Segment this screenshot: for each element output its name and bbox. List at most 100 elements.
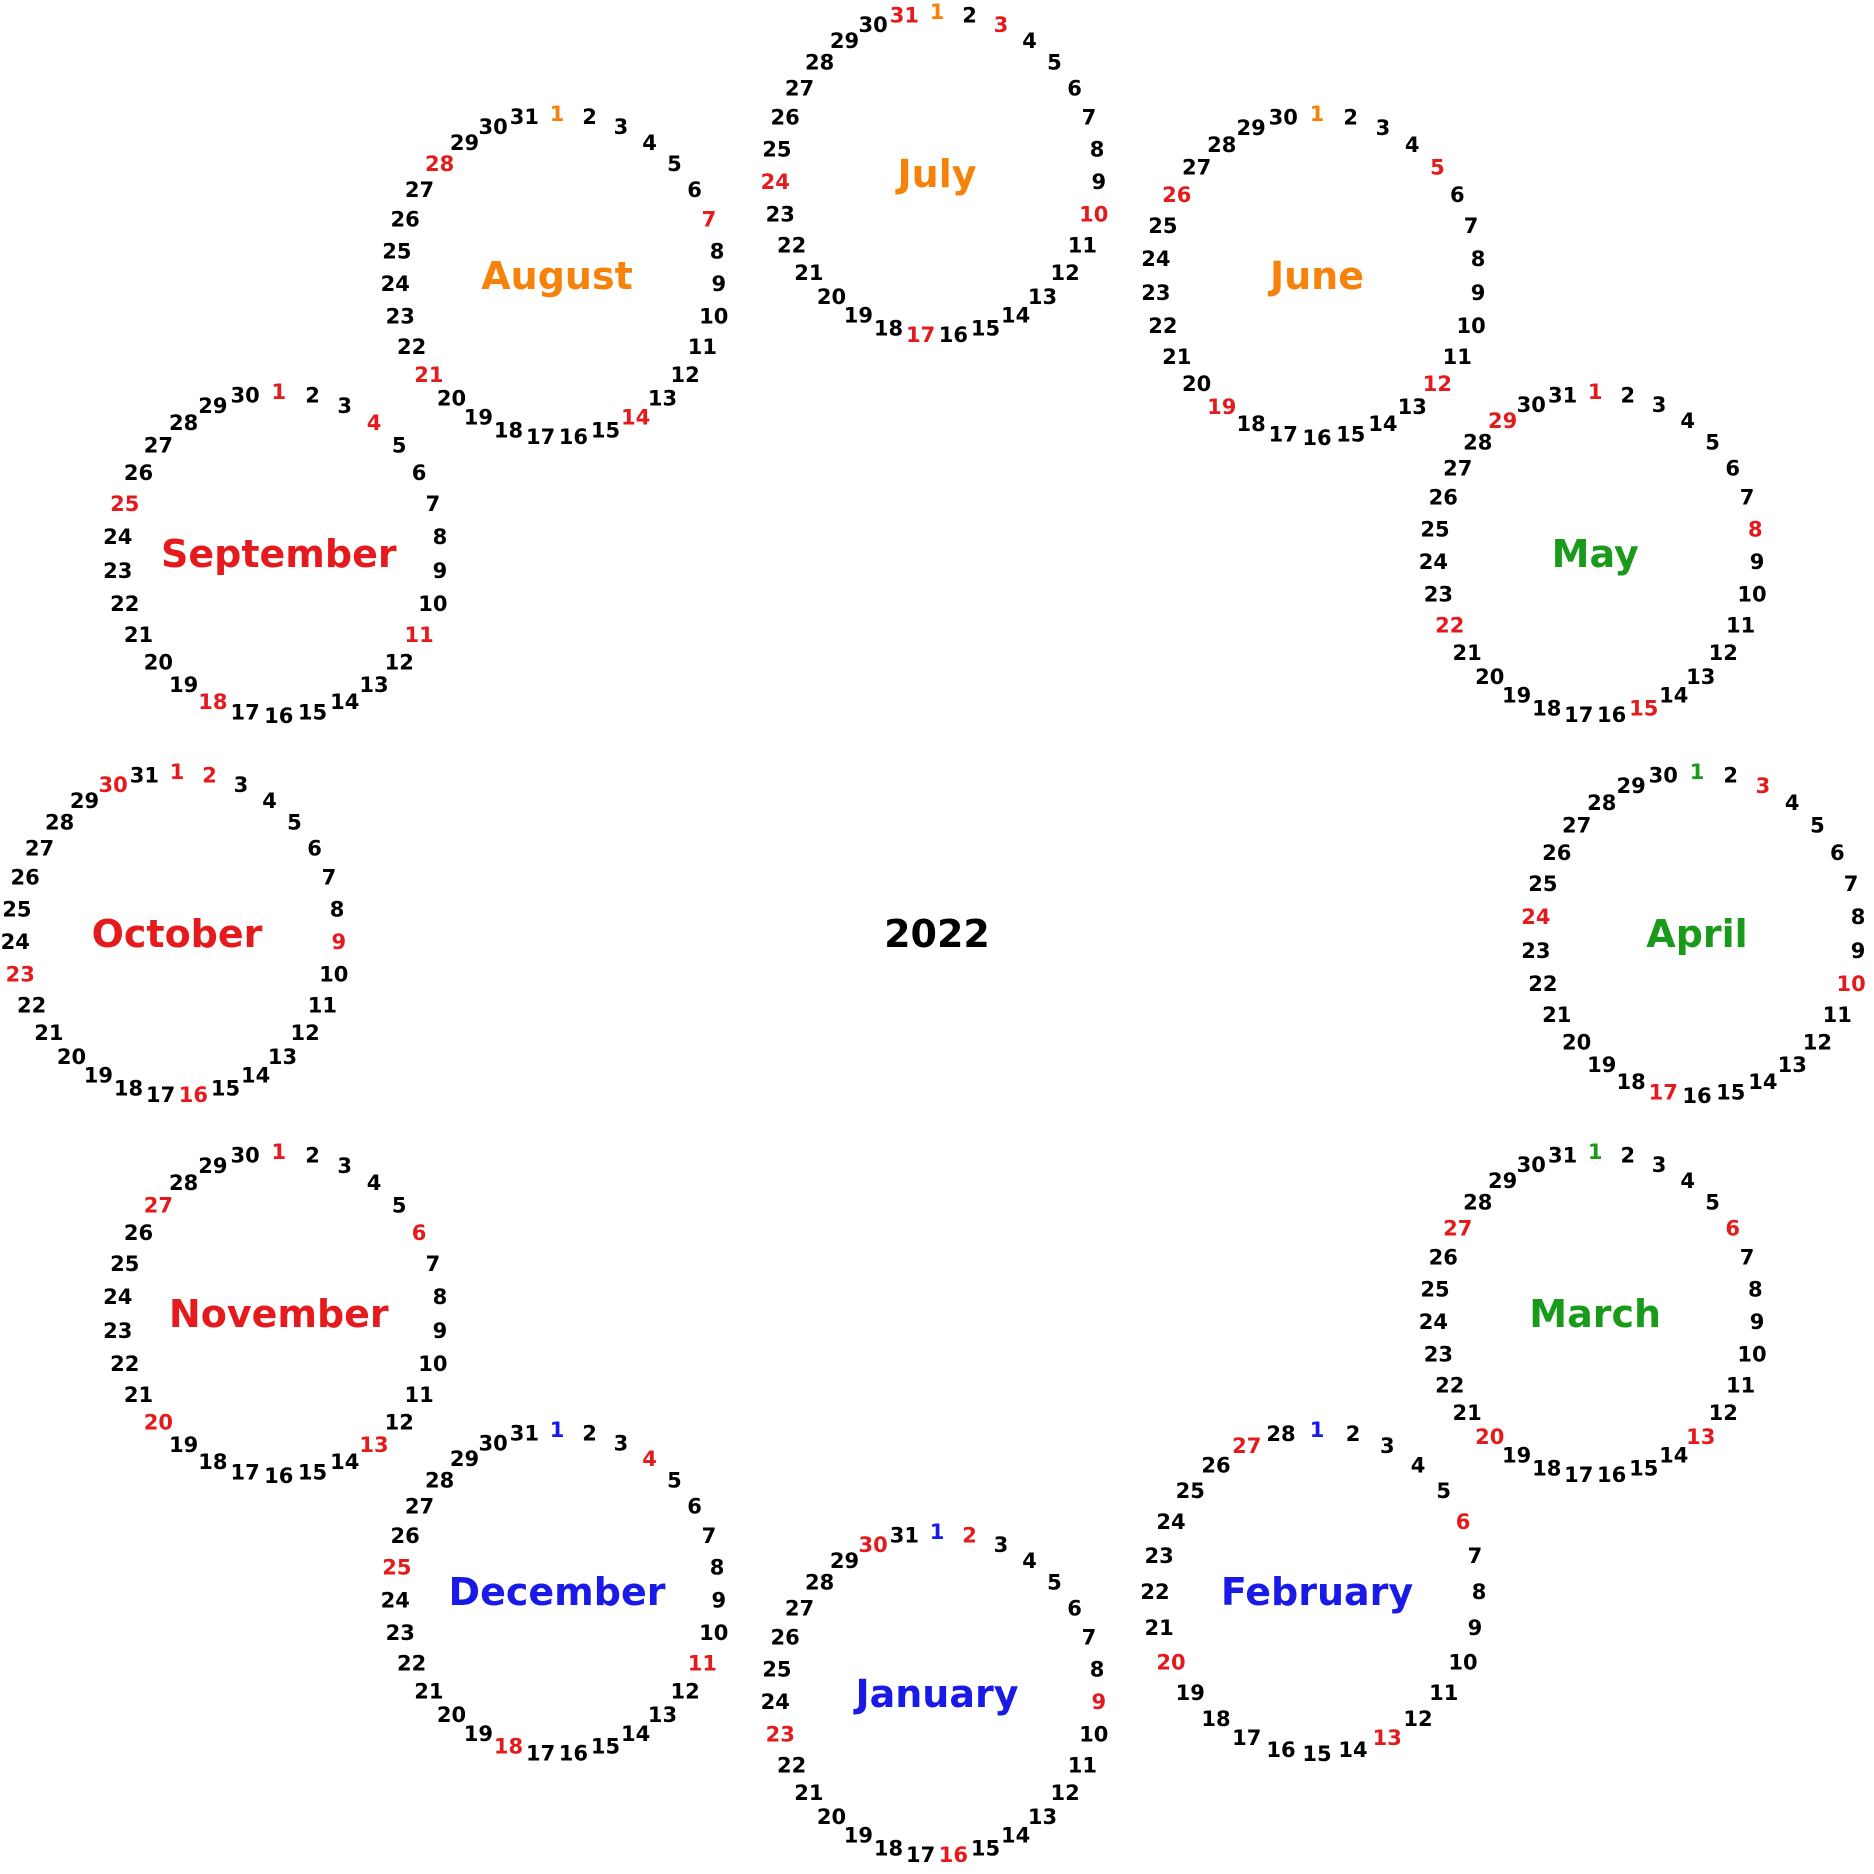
day-september-1: 1 <box>271 380 286 404</box>
day-august-22: 22 <box>397 335 426 359</box>
day-august-9: 9 <box>711 272 726 296</box>
day-august-4: 4 <box>642 131 657 155</box>
day-june-9: 9 <box>1471 281 1486 305</box>
day-may-24: 24 <box>1419 550 1448 574</box>
day-june-19: 19 <box>1207 395 1236 419</box>
day-march-12: 12 <box>1709 1401 1738 1425</box>
day-september-19: 19 <box>169 673 198 697</box>
day-march-3: 3 <box>1652 1153 1667 1177</box>
day-july-19: 19 <box>844 304 873 328</box>
day-january-25: 25 <box>762 1658 791 1682</box>
day-january-29: 29 <box>830 1549 859 1573</box>
day-january-15: 15 <box>971 1837 1000 1861</box>
day-february-19: 19 <box>1176 1681 1205 1705</box>
day-september-16: 16 <box>264 704 293 728</box>
day-march-23: 23 <box>1424 1343 1453 1367</box>
day-february-28: 28 <box>1266 1422 1295 1446</box>
month-label-may: May <box>1552 532 1639 576</box>
day-october-14: 14 <box>241 1064 270 1088</box>
day-july-25: 25 <box>762 138 791 162</box>
day-june-12: 12 <box>1423 372 1452 396</box>
day-october-9: 9 <box>331 930 346 954</box>
day-july-31: 31 <box>890 3 919 27</box>
day-february-22: 22 <box>1140 1580 1169 1604</box>
day-march-22: 22 <box>1435 1373 1464 1397</box>
day-january-18: 18 <box>874 1837 903 1861</box>
day-september-7: 7 <box>426 492 441 516</box>
day-february-12: 12 <box>1403 1707 1432 1731</box>
day-october-28: 28 <box>45 810 74 834</box>
day-august-24: 24 <box>381 272 410 296</box>
day-april-2: 2 <box>1723 764 1738 788</box>
day-june-21: 21 <box>1162 345 1191 369</box>
day-october-10: 10 <box>319 963 348 987</box>
day-july-20: 20 <box>817 285 846 309</box>
day-february-10: 10 <box>1448 1651 1477 1675</box>
day-may-25: 25 <box>1420 518 1449 542</box>
day-march-29: 29 <box>1488 1169 1517 1193</box>
day-april-9: 9 <box>1851 939 1866 963</box>
day-june-14: 14 <box>1368 412 1397 436</box>
day-may-22: 22 <box>1435 613 1464 637</box>
day-october-17: 17 <box>146 1083 175 1107</box>
day-april-18: 18 <box>1616 1070 1645 1094</box>
day-april-20: 20 <box>1562 1030 1591 1054</box>
day-april-21: 21 <box>1542 1003 1571 1027</box>
day-june-4: 4 <box>1405 133 1420 157</box>
day-november-13: 13 <box>359 1433 388 1457</box>
day-august-31: 31 <box>510 105 539 129</box>
day-march-17: 17 <box>1564 1463 1593 1487</box>
day-september-13: 13 <box>359 673 388 697</box>
day-september-26: 26 <box>124 461 153 485</box>
day-december-12: 12 <box>670 1679 699 1703</box>
day-september-22: 22 <box>110 592 139 616</box>
day-february-7: 7 <box>1468 1544 1483 1568</box>
day-october-12: 12 <box>290 1021 319 1045</box>
day-november-26: 26 <box>124 1221 153 1245</box>
day-september-15: 15 <box>298 701 327 725</box>
day-november-20: 20 <box>144 1410 173 1434</box>
day-january-7: 7 <box>1082 1626 1097 1650</box>
day-august-17: 17 <box>526 425 555 449</box>
month-label-november: November <box>169 1292 389 1336</box>
day-april-14: 14 <box>1748 1070 1777 1094</box>
day-august-28: 28 <box>425 152 454 176</box>
day-november-3: 3 <box>337 1154 352 1178</box>
day-january-1: 1 <box>930 1520 945 1544</box>
day-january-3: 3 <box>994 1533 1009 1557</box>
day-march-10: 10 <box>1737 1343 1766 1367</box>
day-november-10: 10 <box>418 1352 447 1376</box>
day-march-8: 8 <box>1748 1278 1763 1302</box>
day-june-11: 11 <box>1443 345 1472 369</box>
day-october-11: 11 <box>308 993 337 1017</box>
day-september-14: 14 <box>330 690 359 714</box>
day-january-4: 4 <box>1022 1549 1037 1573</box>
day-february-1: 1 <box>1310 1418 1325 1442</box>
day-february-15: 15 <box>1302 1742 1331 1766</box>
day-january-21: 21 <box>794 1781 823 1805</box>
day-april-5: 5 <box>1810 814 1825 838</box>
day-january-8: 8 <box>1090 1658 1105 1682</box>
day-september-25: 25 <box>110 492 139 516</box>
day-october-13: 13 <box>268 1045 297 1069</box>
month-label-january: January <box>852 1672 1018 1716</box>
day-march-28: 28 <box>1463 1190 1492 1214</box>
day-september-4: 4 <box>367 411 382 435</box>
day-october-19: 19 <box>84 1064 113 1088</box>
day-september-2: 2 <box>305 384 320 408</box>
day-september-9: 9 <box>433 559 448 583</box>
day-july-2: 2 <box>962 3 977 27</box>
day-january-22: 22 <box>777 1753 806 1777</box>
day-july-8: 8 <box>1090 138 1105 162</box>
day-may-20: 20 <box>1475 665 1504 689</box>
day-december-26: 26 <box>390 1524 419 1548</box>
day-january-23: 23 <box>766 1723 795 1747</box>
month-label-july: July <box>895 152 977 196</box>
day-november-12: 12 <box>385 1410 414 1434</box>
day-january-2: 2 <box>962 1523 977 1547</box>
day-june-7: 7 <box>1464 214 1479 238</box>
day-june-17: 17 <box>1269 422 1298 446</box>
day-september-18: 18 <box>198 690 227 714</box>
